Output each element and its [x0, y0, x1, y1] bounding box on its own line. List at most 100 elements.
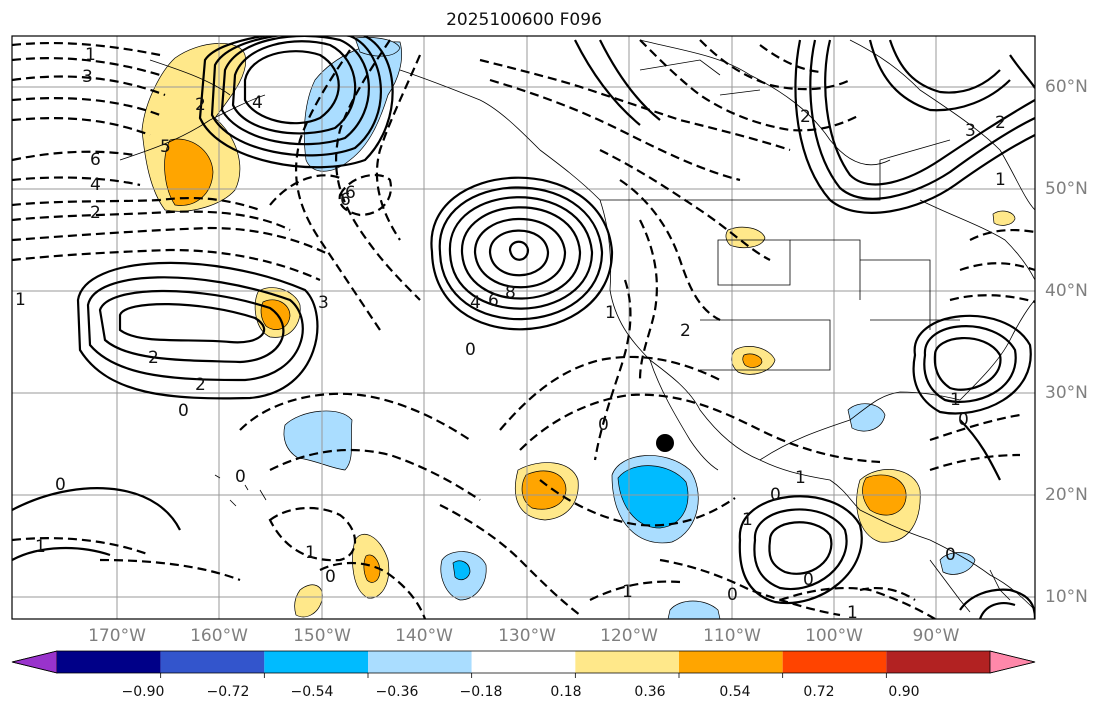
colorbar-tick-label: −0.90 [121, 684, 165, 700]
contour-label: 0 [770, 485, 781, 505]
colorbar-swatch [471, 651, 576, 673]
colorbar-tick-label: −0.72 [206, 684, 250, 700]
contour-label: 0 [958, 410, 969, 430]
colorbar-swatch [782, 651, 887, 673]
contour-label: 3 [318, 293, 329, 313]
colorbar-tick-label: −0.36 [375, 684, 419, 700]
contour-label: 2 [148, 348, 159, 368]
colorbar-swatch [679, 651, 783, 673]
neg-anomaly-south [667, 600, 721, 619]
neg-anomaly-hawaii [283, 410, 353, 471]
contour-label: 6 [345, 183, 356, 203]
contour-label: 2 [195, 95, 206, 115]
colorbar-tick-label: 0.36 [634, 684, 666, 700]
colorbar-swatch [160, 651, 265, 673]
map-frame [11, 35, 1036, 620]
lon-label: 130°W [498, 626, 556, 646]
neg-anomaly-gulf-east [847, 403, 886, 432]
contour-label: 2 [995, 113, 1006, 133]
lon-label: 110°W [703, 626, 761, 646]
lon-label: 120°W [600, 626, 658, 646]
contour-label: 0 [178, 401, 189, 421]
lat-label: 40°N [1045, 281, 1088, 301]
contour-label: 1 [995, 170, 1006, 190]
contour-label: 4 [470, 293, 481, 313]
contour-label: 0 [465, 340, 476, 360]
contour-label: 6 [90, 150, 101, 170]
colorbar-tick-label: −0.54 [290, 684, 334, 700]
lat-label: 10°N [1045, 587, 1088, 607]
contour-label: 1 [950, 390, 961, 410]
dashed-contours [12, 39, 1035, 619]
lon-label: 150°W [293, 626, 351, 646]
contour-label: 5 [160, 137, 171, 157]
contour-label: 1 [622, 582, 633, 602]
colorbar-tick-label: 0.90 [888, 684, 920, 700]
contour-label: 2 [90, 203, 101, 223]
lat-label: 20°N [1045, 485, 1088, 505]
neg-anomaly-tropic-core [452, 560, 471, 581]
contour-label: 2 [680, 321, 691, 341]
colorbar-tick-label: 0.18 [550, 684, 582, 700]
lat-label: 60°N [1045, 77, 1088, 97]
pos-anomaly-subtropic-core [363, 554, 381, 583]
lon-label: 90°W [912, 626, 960, 646]
contour-label: 0 [55, 475, 66, 495]
contour-label: 3 [965, 121, 976, 141]
lat-label: 30°N [1045, 383, 1088, 403]
contour-label: 1 [85, 45, 96, 65]
contour-label: 1 [742, 510, 753, 530]
contour-label: 6 [340, 190, 351, 210]
map-title: 2025100600 F096 [446, 10, 602, 30]
contour-label: 4 [252, 93, 263, 113]
colorbar-tick-label: 0.54 [719, 684, 751, 700]
contour-label: 0 [803, 570, 814, 590]
contour-label: 0 [235, 467, 246, 487]
contour-label: 1 [15, 290, 26, 310]
contour-label: 3 [82, 67, 93, 87]
lon-label: 160°W [190, 626, 248, 646]
colorbar-tick-label: 0.72 [803, 684, 835, 700]
pos-anomaly-small-2 [992, 210, 1016, 226]
pos-anomaly-southwest-core [742, 353, 763, 368]
contour-label: 2 [195, 375, 206, 395]
colorbar [11, 650, 1036, 678]
contour-label: 0 [945, 545, 956, 565]
contour-label: 6 [488, 291, 499, 311]
contour-label: 1 [847, 603, 858, 623]
contour-label: 1 [605, 303, 616, 323]
lon-label: 170°W [88, 626, 146, 646]
neg-anomaly-caribbean [939, 552, 976, 575]
colorbar-extend-high [989, 650, 1036, 674]
graticule [12, 36, 1035, 619]
contour-label: 1 [305, 543, 316, 563]
colorbar-outline [11, 650, 1036, 674]
lon-label: 100°W [805, 626, 863, 646]
colorbar-swatch [575, 651, 679, 673]
contour-label: 0 [598, 415, 609, 435]
coastlines [119, 39, 1035, 613]
contour-label: 0 [727, 585, 738, 605]
colorbar-swatch [368, 651, 472, 673]
location-marker [656, 434, 674, 452]
colorbar-tick-label: −0.18 [459, 684, 503, 700]
pos-anomaly-east-pacific-core [521, 470, 567, 510]
lat-label: 50°N [1045, 179, 1088, 199]
colorbar-extend-low [11, 650, 58, 674]
contour-label: 2 [800, 107, 811, 127]
contour-label: 8 [505, 283, 516, 303]
contour-label: 1 [35, 537, 46, 557]
pos-anomaly-small-1 [294, 584, 323, 618]
colorbar-swatch [264, 651, 368, 673]
contour-label: 1 [795, 468, 806, 488]
shaded-anomalies [141, 36, 1016, 619]
lon-label: 140°W [395, 626, 453, 646]
solid-contours [12, 36, 1035, 619]
pos-anomaly-plains [725, 226, 766, 248]
contour-label: 4 [90, 175, 101, 195]
contour-label: 0 [325, 567, 336, 587]
contour-labels: 1 3 2 6 4 2 1 2 2 0 0 1 4 6 8 0 4 6 5 3 … [15, 45, 1006, 623]
colorbar-swatch [886, 651, 990, 673]
colorbar-swatch [57, 651, 161, 673]
